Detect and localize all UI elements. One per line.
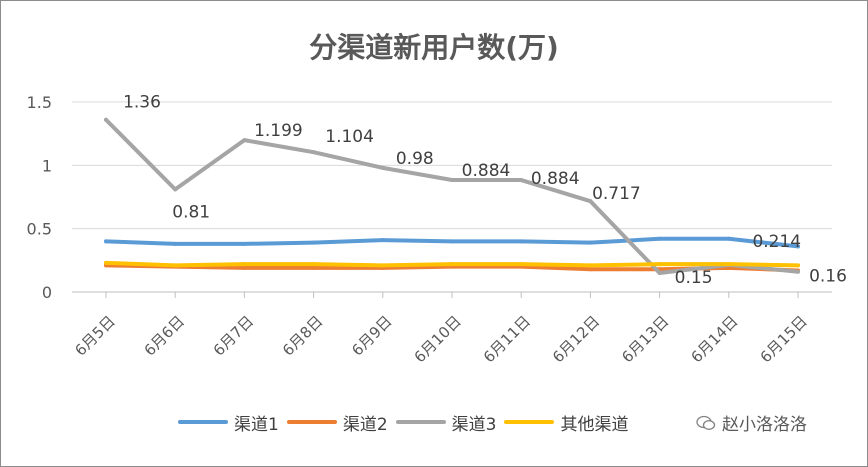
data-point: [588, 267, 593, 272]
watermark: 赵小洛洛洛: [696, 410, 807, 435]
data-point: [380, 238, 385, 243]
data-point: [311, 150, 316, 155]
x-tick-label: 6月12日: [549, 312, 603, 366]
legend-item-4: 其他渠道: [504, 410, 628, 435]
data-point: [726, 236, 731, 241]
legend-item-2: 渠道2: [286, 410, 388, 435]
y-tick-label: 0.5: [27, 220, 52, 239]
chart-title: 分渠道新用户数(万): [309, 31, 559, 64]
data-point: [588, 199, 593, 204]
data-point: [173, 241, 178, 246]
x-tick-label: 6月11日: [480, 312, 534, 366]
x-tick-label: 6月13日: [618, 312, 672, 366]
legend-swatch-1: [178, 420, 228, 424]
legend-label-1: 渠道1: [234, 414, 279, 435]
data-point: [311, 262, 316, 267]
wechat-icon: [696, 415, 716, 430]
y-tick-label: 0: [42, 283, 52, 302]
data-point: [796, 263, 800, 268]
y-tick-label: 1.5: [27, 93, 52, 112]
data-point: [173, 187, 178, 192]
data-point: [519, 178, 524, 183]
data-label: 0.15: [675, 268, 713, 288]
x-tick-label: 6月9日: [348, 312, 395, 359]
data-point: [519, 239, 524, 244]
legend-item-1: 渠道1: [178, 410, 279, 435]
watermark-text: 赵小洛洛洛: [722, 415, 807, 435]
data-point: [242, 262, 247, 267]
data-label: 0.884: [531, 169, 580, 189]
data-label: 0.214: [752, 232, 801, 252]
legend: 渠道1 渠道2 渠道3 其他渠道: [178, 410, 636, 435]
data-point: [173, 263, 178, 268]
data-point: [588, 240, 593, 245]
legend-label-3: 渠道3: [451, 414, 497, 435]
data-label: 1.104: [325, 127, 374, 147]
data-point: [311, 240, 316, 245]
x-tick-label: 6月7日: [210, 312, 257, 359]
x-tick-label: 6月5日: [71, 312, 118, 359]
data-point: [796, 269, 800, 274]
data-point: [311, 265, 316, 270]
legend-label-2: 渠道2: [342, 414, 388, 435]
y-tick-label: 1: [42, 156, 52, 175]
data-label: 0.98: [396, 149, 434, 169]
data-point: [104, 260, 108, 265]
data-point: [242, 265, 247, 270]
data-label: 1.36: [123, 93, 161, 113]
legend-label-4: 其他渠道: [560, 414, 629, 435]
data-point: [450, 262, 454, 267]
legend-item-3: 渠道3: [395, 410, 497, 435]
data-label: 0.81: [172, 202, 210, 222]
data-point: [242, 241, 247, 246]
data-label: 0.717: [592, 184, 641, 204]
x-tick-label: 6月14日: [687, 312, 741, 366]
data-point: [450, 239, 454, 244]
data-label: 0.884: [462, 161, 511, 181]
x-tick-label: 6月15日: [757, 312, 811, 366]
data-point: [588, 263, 593, 268]
legend-swatch-4: [504, 420, 555, 424]
data-point: [657, 236, 662, 241]
series-line-3: [104, 117, 800, 275]
data-point: [519, 262, 524, 267]
data-point: [450, 178, 454, 183]
x-tick-label: 6月10日: [411, 312, 465, 366]
x-tick-label: 6月6日: [141, 312, 188, 359]
data-label: 1.199: [254, 121, 303, 141]
legend-swatch-2: [286, 420, 337, 424]
data-point: [380, 263, 385, 268]
data-point: [726, 262, 731, 267]
data-point: [657, 262, 662, 267]
x-tick-label: 6月8日: [279, 312, 326, 359]
legend-swatch-3: [395, 420, 446, 424]
data-point: [242, 138, 247, 143]
data-point: [796, 244, 800, 249]
data-label: 0.16: [809, 267, 847, 287]
data-point: [104, 117, 108, 122]
data-point: [104, 239, 108, 244]
data-point: [380, 165, 385, 170]
data-point: [657, 271, 662, 275]
